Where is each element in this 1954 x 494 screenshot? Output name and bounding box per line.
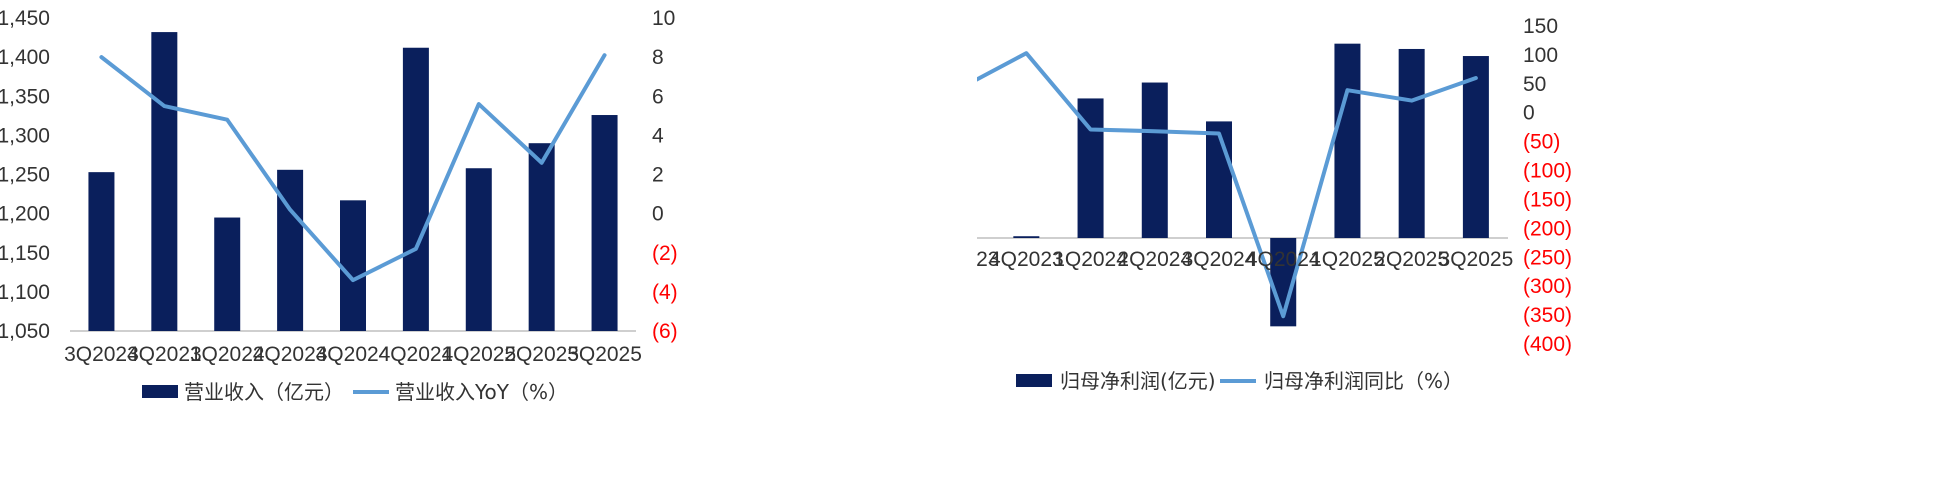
- left-axis-tick-label: 1,250: [0, 164, 50, 187]
- net-profit-chart: (60)(40)(20)020406080100120(400)(350)(30…: [977, 15, 1572, 393]
- right-axis-tick-label: (200): [1523, 217, 1572, 240]
- left-axis-tick-label: 1,300: [0, 124, 50, 147]
- category-tick-label: 3Q2024: [316, 343, 391, 366]
- right-axis-tick-label: 2: [652, 164, 664, 187]
- category-tick-label: 4Q2024: [1246, 248, 1321, 271]
- bar: [1013, 236, 1040, 238]
- category-tick-label: 4Q2023: [127, 343, 202, 366]
- bar: [528, 143, 555, 331]
- bar: [88, 172, 115, 331]
- bar: [1462, 56, 1489, 239]
- right-axis-tick-label: (2): [652, 242, 678, 265]
- category-tick-label: 2Q2025: [1374, 248, 1449, 271]
- right-axis-tick-label: 4: [652, 124, 664, 147]
- right-axis-tick-label: 0: [652, 203, 664, 226]
- left-axis-tick-label: 1,450: [0, 7, 50, 30]
- legend-line-label: 归母净利润同比（%）: [1264, 369, 1463, 393]
- right-axis-tick-label: (6): [652, 320, 678, 343]
- right-axis-tick-label: 100: [1523, 44, 1558, 67]
- bar: [340, 200, 366, 331]
- right-axis-tick-label: (150): [1523, 188, 1572, 211]
- bar: [591, 115, 618, 331]
- legend-bar-label: 营业收入（亿元）: [184, 380, 344, 404]
- left-axis-tick-label: 1,400: [0, 46, 50, 69]
- category-tick-label: 2Q2024: [1117, 248, 1192, 271]
- right-axis-tick-label: (300): [1523, 275, 1572, 298]
- right-axis-tick-label: 6: [652, 85, 664, 108]
- legend-bar-swatch: [1016, 374, 1052, 387]
- right-axis-tick-label: 0: [1523, 102, 1535, 125]
- right-axis-tick-label: 150: [1523, 15, 1558, 38]
- category-tick-label: 2Q2024: [253, 343, 328, 366]
- left-axis-tick-label: 1,200: [0, 203, 50, 226]
- category-tick-label: 3Q2023: [977, 248, 999, 271]
- bar: [1206, 121, 1232, 238]
- legend-bar-swatch: [142, 385, 178, 398]
- category-tick-label: 4Q2024: [379, 343, 454, 366]
- category-tick-label: 1Q2025: [441, 343, 516, 366]
- category-tick-label: 4Q2023: [989, 248, 1064, 271]
- right-axis-tick-label: 10: [652, 7, 675, 30]
- left-axis-tick-label: 1,350: [0, 85, 50, 108]
- right-axis-tick-label: 50: [1523, 73, 1546, 96]
- category-tick-label: 1Q2025: [1310, 248, 1385, 271]
- legend-bar-label: 归母净利润(亿元): [1060, 369, 1216, 393]
- right-axis-tick-label: (350): [1523, 304, 1572, 327]
- left-axis-tick-label: 1,050: [0, 320, 50, 343]
- category-tick-label: 3Q2023: [64, 343, 139, 366]
- right-axis-tick-label: (400): [1523, 333, 1572, 356]
- revenue-chart: 1,050 1,100 1,150 1,200 1,250 1,300 1,350 1,400…: [0, 7, 678, 404]
- category-tick-label: 3Q2025: [1439, 248, 1514, 271]
- right-axis-tick-label: (50): [1523, 131, 1560, 154]
- bar: [1334, 43, 1361, 238]
- right-axis-tick-label: 8: [652, 46, 664, 69]
- bar: [151, 32, 178, 332]
- category-tick-label: 3Q2024: [1182, 248, 1257, 271]
- right-axis-tick-label: (4): [652, 281, 678, 304]
- category-tick-label: 2Q2025: [504, 343, 579, 366]
- right-axis-tick-label: (250): [1523, 246, 1572, 269]
- bar: [1141, 82, 1168, 239]
- bar: [465, 168, 492, 331]
- bar: [214, 217, 241, 331]
- bar: [402, 47, 429, 332]
- right-axis-tick-label: (100): [1523, 160, 1572, 183]
- category-tick-label: 1Q2024: [190, 343, 265, 366]
- category-tick-label: 1Q2024: [1053, 248, 1128, 271]
- category-tick-label: 3Q2025: [567, 343, 642, 366]
- bar: [1398, 48, 1425, 238]
- left-axis-tick-label: 1,100: [0, 281, 50, 304]
- legend-line-label: 营业收入YoY（%）: [395, 380, 568, 404]
- left-axis-tick-label: 1,150: [0, 242, 50, 265]
